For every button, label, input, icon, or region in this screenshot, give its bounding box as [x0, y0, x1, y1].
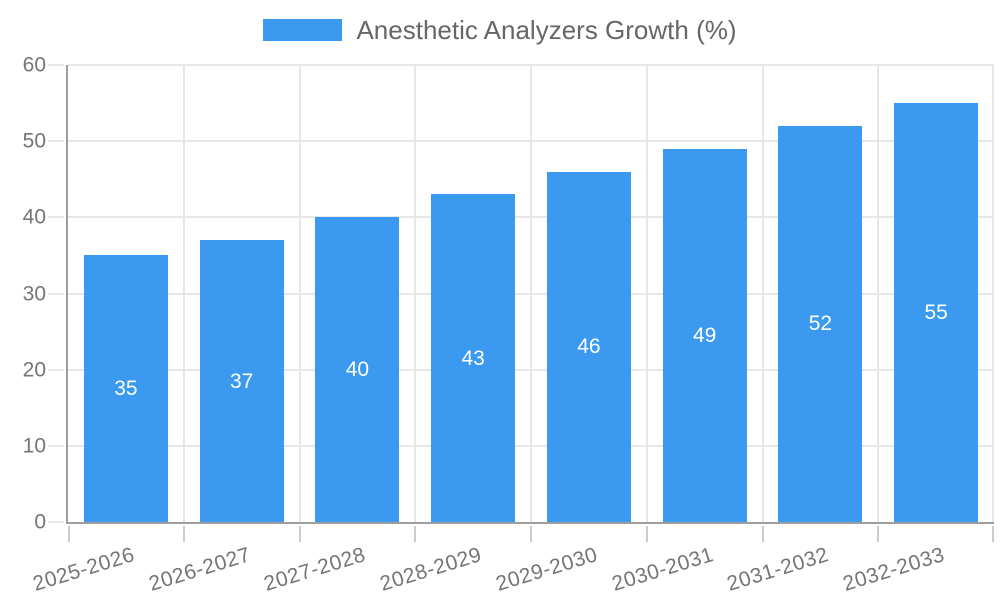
y-tick-mark [48, 216, 64, 219]
bar-value-label: 52 [808, 312, 833, 336]
bar-value-label: 55 [924, 301, 948, 325]
bar-2032-2033[interactable]: 55 [894, 103, 979, 522]
y-tick-label: 30 [22, 282, 46, 305]
x-tick-mark [182, 526, 185, 542]
legend-label: Anesthetic Analyzers Growth (%) [356, 15, 737, 45]
bar-2026-2027[interactable]: 37 [199, 240, 284, 522]
bar-value-label: 46 [577, 335, 601, 359]
x-tick-label: 2025-2026 [30, 543, 138, 596]
bar-2030-2031[interactable]: 49 [662, 148, 747, 522]
x-gridline [645, 65, 648, 522]
bar-2031-2032[interactable]: 52 [778, 125, 863, 522]
x-tick-label: 2026-2027 [145, 543, 254, 596]
y-tick-label: 10 [22, 434, 46, 458]
y-tick-label: 40 [22, 205, 46, 229]
legend[interactable]: Anesthetic Analyzers Growth (%) [0, 17, 1000, 43]
legend-swatch-icon [263, 19, 343, 41]
bar-value-label: 49 [692, 323, 717, 347]
x-gridline [761, 65, 764, 522]
bar-2025-2026[interactable]: 35 [83, 255, 168, 522]
y-tick-mark [48, 292, 64, 295]
x-gridline [992, 65, 994, 522]
x-gridline [530, 65, 532, 522]
bar-2028-2029[interactable]: 43 [431, 194, 516, 522]
x-tick-mark [298, 526, 301, 542]
bar-2029-2030[interactable]: 46 [546, 171, 631, 522]
x-tick-mark [992, 526, 994, 542]
x-gridline [298, 65, 301, 522]
x-tick-label: 2030-2031 [608, 543, 717, 596]
bar-value-label: 37 [229, 369, 254, 393]
x-gridline [877, 65, 880, 522]
y-tick-mark [48, 521, 64, 523]
x-tick-mark [414, 526, 417, 542]
x-tick-label: 2028-2029 [377, 543, 485, 596]
y-tick-mark [48, 140, 64, 143]
y-tick-mark [48, 64, 64, 66]
x-tick-mark [645, 526, 648, 542]
x-tick-label: 2029-2030 [493, 543, 601, 596]
x-tick-mark [877, 526, 880, 542]
x-tick-mark [530, 526, 532, 542]
x-gridline [182, 65, 185, 522]
x-tick-label: 2027-2028 [261, 543, 369, 596]
x-tick-label: 2031-2032 [724, 543, 832, 596]
bar-2027-2028[interactable]: 40 [315, 217, 400, 522]
plot-area: 35 37 40 43 46 49 52 55 0 10 20 30 40 50 60 2025-2026 2… [23, 55, 994, 596]
y-tick-mark [48, 368, 64, 371]
x-tick-label: 2032-2033 [840, 543, 948, 596]
bar-value-label: 35 [114, 377, 138, 401]
bar-value-label: 43 [461, 346, 485, 370]
x-gridline [414, 65, 417, 522]
x-tick-mark [68, 526, 70, 542]
y-tick-label: 50 [22, 129, 46, 153]
x-tick-mark [761, 526, 764, 542]
y-tick-label: 0 [34, 510, 46, 534]
y-tick-label: 60 [22, 53, 46, 77]
y-tick-mark [48, 444, 64, 447]
y-tick-label: 20 [22, 358, 46, 382]
bar-value-label: 40 [345, 358, 370, 382]
